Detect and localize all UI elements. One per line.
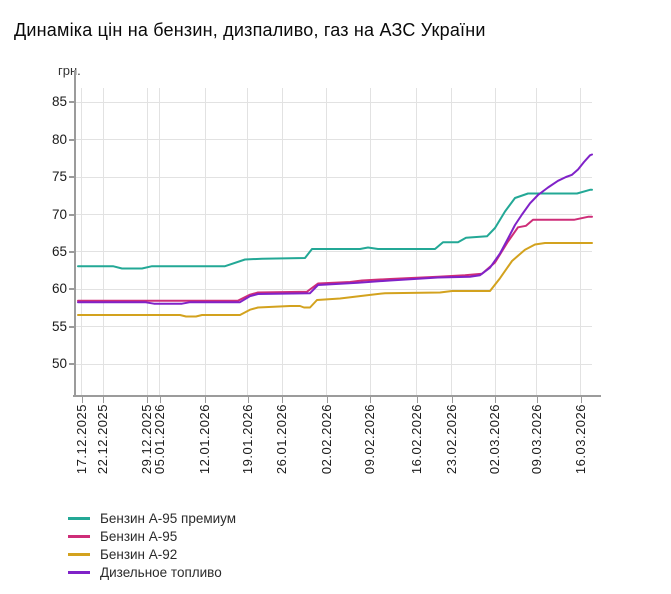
x-tick-label: 02.02.2026 xyxy=(319,404,334,475)
x-tick-mark xyxy=(451,397,453,403)
x-axis-line xyxy=(73,395,601,397)
y-tick-mark xyxy=(69,325,74,328)
legend-line-swatch-diesel xyxy=(68,570,90,574)
legend-label-diesel: Дизельное топливо xyxy=(100,564,222,580)
legend-label-a92: Бензин А-92 xyxy=(100,546,178,562)
legend-item-a95-premium: Бензин А-95 премиум xyxy=(68,509,236,527)
series-line-diesel xyxy=(77,153,593,305)
x-tick-mark xyxy=(205,397,207,403)
h-gridline xyxy=(76,326,592,328)
x-tick-label: 19.01.2026 xyxy=(240,404,255,475)
y-tick-mark xyxy=(69,213,74,216)
x-tick-label: 17.12.2025 xyxy=(73,404,89,475)
h-gridline xyxy=(76,139,592,141)
legend-item-a95: Бензин А-95 xyxy=(68,527,236,545)
series-line-a95-premium xyxy=(77,188,593,270)
x-tick-mark xyxy=(282,397,283,403)
h-gridline xyxy=(76,101,592,103)
x-tick-mark xyxy=(580,397,582,403)
h-gridline xyxy=(76,214,592,215)
x-tick-label: 23.02.2026 xyxy=(444,404,459,475)
x-tick-mark xyxy=(326,397,328,403)
v-gridline xyxy=(102,88,104,395)
y-tick-label: 65 xyxy=(51,243,67,259)
v-gridline xyxy=(146,88,148,395)
y-tick-label: 75 xyxy=(51,169,67,184)
y-tick-label: 60 xyxy=(51,281,67,297)
y-tick-label: 50 xyxy=(51,356,67,372)
series-lines xyxy=(77,153,593,318)
h-gridline xyxy=(76,176,592,178)
y-tick-mark xyxy=(69,363,74,366)
y-tick-label: 85 xyxy=(51,94,67,110)
x-tick-label: 16.03.2026 xyxy=(573,404,588,475)
v-gridline xyxy=(580,88,582,395)
legend-line-swatch-a95-premium xyxy=(68,516,90,520)
legend-item-a92: Бензин А-92 xyxy=(68,545,236,563)
v-gridline xyxy=(159,88,161,395)
series-line-a95 xyxy=(77,215,593,302)
v-gridline xyxy=(247,88,249,395)
y-tick-mark xyxy=(69,250,74,253)
legend-item-diesel: Дизельное топливо xyxy=(68,563,236,581)
v-gridline xyxy=(81,88,83,395)
x-tick-mark xyxy=(247,397,249,403)
x-tick-mark xyxy=(81,397,83,403)
x-tick-mark xyxy=(159,397,161,403)
v-gridline xyxy=(281,88,283,395)
legend-label-a95-premium: Бензин А-95 премиум xyxy=(100,510,237,526)
y-tick-mark xyxy=(69,101,74,104)
y-axis-line xyxy=(74,70,76,397)
legend-line-swatch-a92 xyxy=(68,552,90,556)
y-tick-label: 55 xyxy=(51,318,67,334)
x-tick-label: 12.01.2026 xyxy=(197,404,213,475)
legend: Бензин А-95 премиум Бензин А-95 Бензин А-9… xyxy=(68,509,236,581)
x-tick-label: 05.01.2026 xyxy=(152,404,167,475)
x-tick-label: 26.01.2026 xyxy=(274,404,290,475)
y-tick-mark xyxy=(69,288,74,291)
v-gridline xyxy=(326,88,328,395)
y-tick-label: 70 xyxy=(51,206,67,222)
x-tick-mark xyxy=(416,397,418,403)
y-tick-label: 80 xyxy=(51,131,67,147)
legend-line-swatch-a95 xyxy=(68,534,90,538)
y-tick-mark xyxy=(69,138,74,141)
y-tick-mark xyxy=(69,176,74,178)
v-gridline xyxy=(204,88,206,395)
x-tick-mark xyxy=(536,397,538,403)
v-gridline xyxy=(416,88,418,395)
x-tick-mark xyxy=(370,397,371,403)
legend-label-a95: Бензин А-95 xyxy=(100,528,178,544)
x-tick-mark xyxy=(147,397,149,403)
plot-area xyxy=(75,88,593,395)
x-tick-label: 09.02.2026 xyxy=(362,404,378,475)
x-tick-mark xyxy=(495,397,496,403)
h-gridline xyxy=(76,251,592,253)
x-tick-label: 09.03.2026 xyxy=(529,404,544,475)
v-gridline xyxy=(369,88,371,395)
x-tick-label: 02.03.2026 xyxy=(487,404,503,475)
chart-title: Динаміка цін на бензин, дизпаливо, газ н… xyxy=(14,20,486,40)
v-gridline xyxy=(494,88,496,395)
v-gridline xyxy=(536,88,538,395)
x-tick-label: 22.12.2025 xyxy=(95,404,111,475)
h-gridline xyxy=(76,288,592,290)
x-tick-mark xyxy=(103,397,105,403)
y-axis-unit-label: грн. xyxy=(58,63,81,78)
series-line-a92 xyxy=(77,242,593,318)
h-gridline xyxy=(76,363,592,365)
x-tick-label: 16.02.2026 xyxy=(409,404,424,475)
